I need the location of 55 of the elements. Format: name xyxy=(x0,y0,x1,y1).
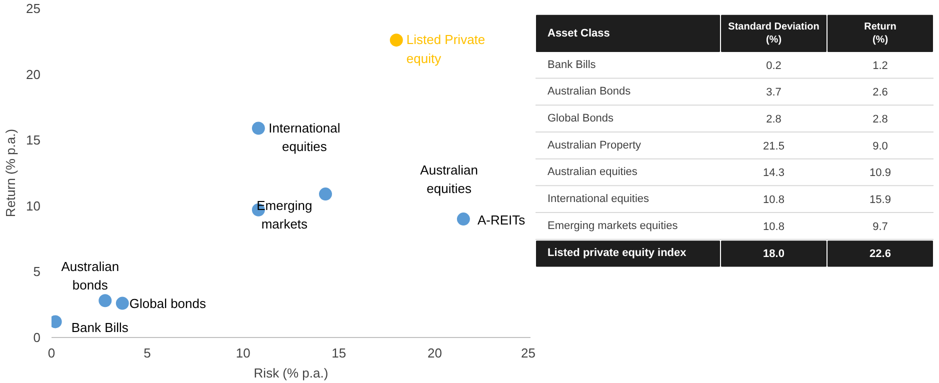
data-label: 2.8 xyxy=(872,114,888,126)
y-tick-label: 20 xyxy=(26,66,41,82)
x-tick-label: 10 xyxy=(236,346,250,360)
annotation: Australian equities xyxy=(420,162,478,196)
y-axis-title: Asset Class xyxy=(548,27,610,40)
y-tick-label: 0 xyxy=(33,330,41,345)
point xyxy=(390,34,403,47)
x-tick-label: Return (%) xyxy=(864,21,896,46)
x-tick-label: 5 xyxy=(144,346,151,360)
annotation: International equities xyxy=(268,120,340,154)
point xyxy=(456,212,470,226)
y-tick-label: Bank Bills xyxy=(548,58,596,71)
y-tick-label: Australian equities xyxy=(548,166,638,178)
y-tick-label: Australian Property xyxy=(548,139,642,152)
data-label: 9.7 xyxy=(872,220,888,233)
point xyxy=(98,294,112,308)
data-label: 18.0 xyxy=(763,248,784,260)
data-label: 10.9 xyxy=(870,167,891,180)
point xyxy=(252,122,265,135)
annotation: Australian bonds xyxy=(61,258,120,293)
y-tick-label: 15 xyxy=(26,132,41,148)
data-label: 2.6 xyxy=(872,86,888,99)
y-tick-label: Australian Bonds xyxy=(548,86,632,98)
y-tick-label: 5 xyxy=(33,264,41,280)
y-axis-title: Return (% p.a.) xyxy=(3,128,18,218)
annotation: Listed Private equity xyxy=(406,32,486,66)
y-tick-label: Global Bonds xyxy=(548,112,614,125)
data-label: 15.9 xyxy=(870,194,891,206)
y-tick-label: 10 xyxy=(26,198,41,214)
x-tick-label: 25 xyxy=(521,346,536,360)
data-label: 3.7 xyxy=(766,86,782,99)
x-tick-label: 0 xyxy=(48,346,56,360)
y-tick-label: Listed private equity index xyxy=(548,246,688,259)
data-label: 9.0 xyxy=(872,140,888,152)
data-label: 10.8 xyxy=(763,220,784,233)
annotation: Bank Bills xyxy=(71,320,129,336)
annotation: Emerging markets xyxy=(256,198,312,232)
data-label: 21.5 xyxy=(763,140,784,152)
y-tick-label: 25 xyxy=(26,1,41,16)
annotation: A-REITs xyxy=(477,212,526,228)
y-tick-label: International equities xyxy=(548,193,650,206)
y-tick-label: Emerging markets equities xyxy=(548,220,678,232)
data-label: 22.6 xyxy=(870,248,891,260)
x-tick-label: 15 xyxy=(332,346,346,360)
x-axis-title: Risk (% p.a.) xyxy=(254,366,328,380)
point xyxy=(318,188,332,201)
data-label: 0.2 xyxy=(766,60,782,72)
data-label: 2.8 xyxy=(766,114,782,126)
point xyxy=(116,296,129,310)
data-label: 14.3 xyxy=(763,167,784,180)
x-tick-label: 20 xyxy=(427,346,442,360)
x-tick-label: Standard Deviation (%) xyxy=(728,21,820,46)
data-label: 1.2 xyxy=(872,60,888,72)
data-label: 10.8 xyxy=(763,194,784,206)
annotation: Global bonds xyxy=(129,296,206,311)
